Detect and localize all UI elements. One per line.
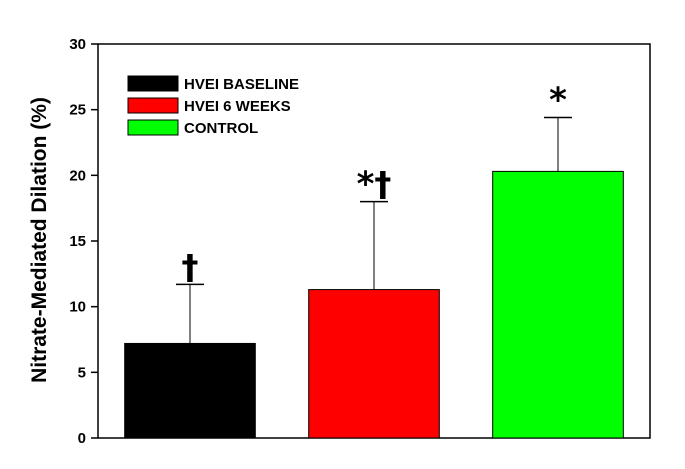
- legend-swatch: [127, 97, 179, 114]
- y-tick-label: 15: [69, 233, 86, 250]
- y-tick-label: 20: [69, 167, 86, 184]
- y-axis-title: Nitrate-Mediated Dilation (%): [28, 97, 51, 383]
- y-tick-label: 5: [78, 364, 86, 381]
- y-tick-label: 25: [69, 102, 86, 119]
- legend: HVEI BASELINE HVEI 6 WEEKS CONTROL: [127, 75, 299, 137]
- error-bars: [176, 116, 572, 344]
- annotations: † *† *: [182, 81, 568, 288]
- bar: [308, 289, 440, 439]
- legend-swatch: [127, 75, 179, 92]
- y-tick-label: 0: [78, 430, 86, 447]
- y-tick-label: 30: [69, 36, 86, 53]
- legend-label: HVEI BASELINE: [184, 76, 299, 93]
- significance-marker: *: [549, 81, 567, 121]
- legend-label: HVEI 6 WEEKS: [184, 98, 291, 115]
- y-tick-label: 10: [69, 299, 86, 316]
- bar: [492, 170, 624, 439]
- bars: [124, 170, 624, 439]
- legend-label: CONTROL: [184, 120, 258, 137]
- significance-marker: †: [182, 247, 199, 287]
- legend-swatch: [127, 119, 179, 136]
- bar: [124, 342, 256, 439]
- significance-marker: *†: [357, 165, 392, 205]
